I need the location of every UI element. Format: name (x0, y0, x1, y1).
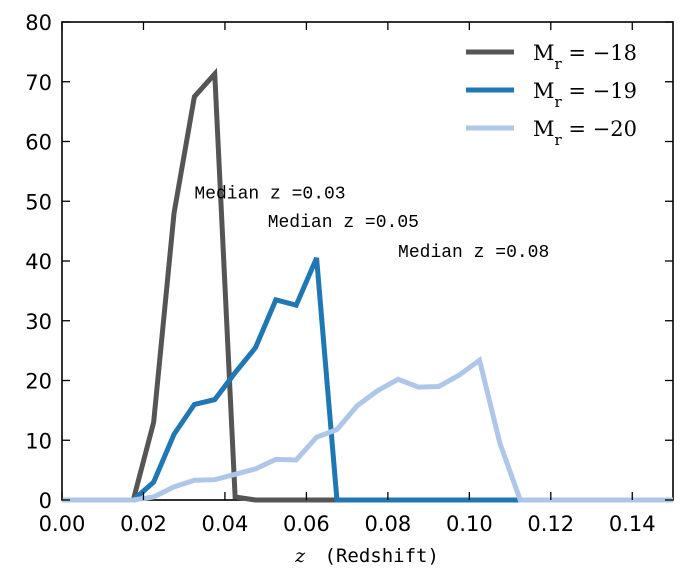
y-tick-label: 60 (25, 131, 52, 155)
x-tick-label: 0.08 (364, 512, 411, 536)
y-tick-label: 0 (39, 489, 52, 513)
x-tick-label: 0.06 (283, 512, 330, 536)
legend-label: Mr = −18 (533, 41, 637, 73)
y-tick-label: 10 (25, 429, 52, 453)
y-ticks: 0 10 20 30 40 50 60 70 80 (25, 11, 673, 513)
x-tick-label: 0.10 (446, 512, 493, 536)
plot-frame (61, 21, 674, 501)
series-group (62, 67, 673, 503)
legend-label: Mr = −19 (533, 79, 637, 111)
plot-area: 0.00 0.02 0.04 0.06 0.08 0.10 0.12 0.14 0 10 20 30… (25, 11, 674, 536)
x-tick-label: 0.02 (120, 512, 167, 536)
median-annotation: Median z =0.05 (268, 213, 419, 233)
y-tick-label: 20 (25, 370, 52, 394)
x-axis-label: z (Redshift) (294, 545, 439, 567)
x-tick-label: 0.14 (609, 512, 656, 536)
y-tick-label: 80 (25, 11, 52, 35)
median-annotation: Median z =0.03 (194, 184, 345, 204)
x-axis-variable: z (294, 545, 306, 567)
series-line-1 (62, 257, 673, 503)
annotations: Median z =0.03 Median z =0.05 Median z =0.… (194, 184, 549, 263)
x-tick-label: 0.04 (202, 512, 249, 536)
legend: Mr = −18 Mr = −19 Mr = −20 (466, 41, 637, 149)
x-axis-label-text: (Redshift) (325, 545, 439, 567)
y-tick-label: 40 (25, 250, 52, 274)
y-tick-label: 30 (25, 310, 52, 334)
x-ticks: 0.00 0.02 0.04 0.06 0.08 0.10 0.12 0.14 (39, 22, 656, 536)
x-tick-label: 0.00 (39, 512, 86, 536)
x-tick-label: 0.12 (527, 512, 574, 536)
y-tick-label: 70 (25, 71, 52, 95)
series-line-2 (62, 355, 673, 503)
y-tick-label: 50 (25, 190, 52, 214)
median-annotation: Median z =0.08 (398, 243, 549, 263)
legend-label: Mr = −20 (533, 117, 637, 149)
